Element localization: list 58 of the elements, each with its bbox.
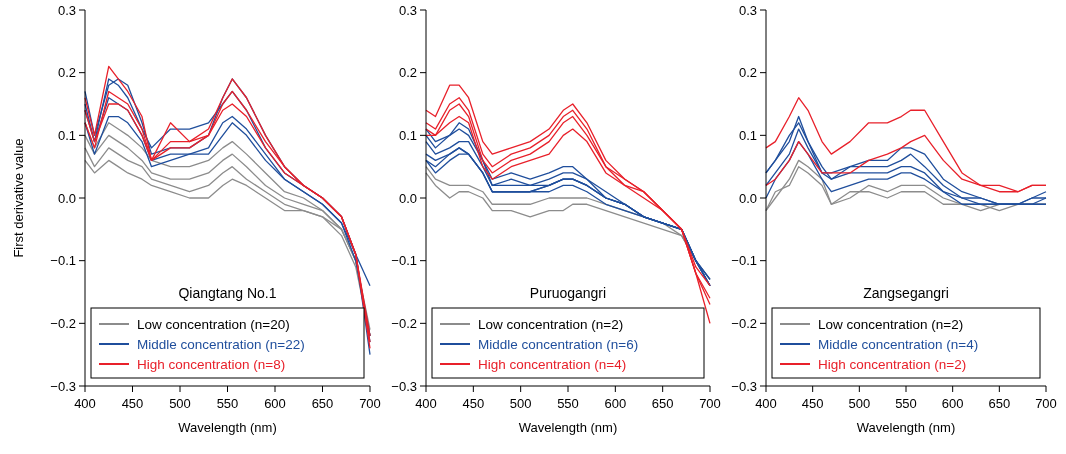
x-tick-label: 450 [121, 396, 144, 411]
x-tick-label: 500 [169, 396, 191, 411]
x-tick-label: 700 [359, 396, 381, 411]
y-tick-label: 0.3 [738, 2, 757, 18]
y-tick-label: −0.2 [391, 315, 417, 331]
y-tick-label: 0.1 [398, 127, 417, 143]
y-axis-title: First derivative value [11, 138, 26, 258]
y-tick-label: −0.2 [50, 315, 76, 331]
y-tick-label: 0.3 [398, 2, 417, 18]
x-tick-label: 550 [557, 396, 579, 411]
x-tick-label: 400 [74, 396, 96, 411]
x-tick-label: 550 [895, 396, 917, 411]
x-tick-label: 500 [509, 396, 532, 411]
legend-label: High concentration (n=8) [137, 356, 286, 372]
x-tick-label: 650 [311, 396, 334, 411]
y-tick-label: 0.1 [738, 127, 757, 143]
x-tick-label: 450 [462, 396, 485, 411]
x-tick-label: 550 [216, 396, 239, 411]
x-axis-title: Wavelength (nm) [178, 420, 277, 435]
legend-label: High concentration (n=4) [478, 356, 627, 372]
y-tick-label: 0.0 [738, 190, 757, 206]
x-tick-label: 600 [604, 396, 627, 411]
y-tick-label: −0.3 [50, 378, 76, 394]
x-tick-label: 700 [1035, 396, 1057, 411]
y-tick-label: −0.3 [391, 378, 417, 394]
legend-label: Low concentration (n=20) [137, 316, 290, 332]
x-tick-label: 650 [988, 396, 1011, 411]
y-tick-label: 0.3 [57, 2, 76, 18]
x-axis-title: Wavelength (nm) [856, 420, 956, 435]
y-tick-label: −0.1 [50, 253, 76, 269]
x-tick-label: 700 [699, 396, 721, 411]
x-axis-title: Wavelength (nm) [518, 420, 618, 435]
y-tick-label: 0.0 [398, 190, 417, 206]
y-tick-label: 0.0 [57, 190, 76, 206]
legend-label: Middle concentration (n=6) [478, 336, 639, 352]
x-tick-label: 600 [941, 396, 964, 411]
y-tick-label: −0.2 [731, 315, 757, 331]
y-tick-label: 0.1 [57, 127, 76, 143]
legend-label: High concentration (n=2) [818, 356, 967, 372]
y-tick-label: 0.2 [398, 65, 417, 81]
y-tick-label: 0.2 [738, 65, 757, 81]
x-tick-label: 400 [415, 396, 437, 411]
text: Zangsegangri [863, 285, 949, 301]
text: Qiangtang No.1 [178, 285, 277, 301]
x-tick-label: 650 [651, 396, 674, 411]
x-tick-label: 600 [264, 396, 286, 411]
legend-label: Middle concentration (n=22) [137, 336, 305, 352]
legend-label: Low concentration (n=2) [818, 316, 964, 332]
y-tick-label: −0.1 [731, 253, 757, 269]
y-tick-label: 0.2 [57, 65, 76, 81]
y-tick-label: −0.3 [731, 378, 757, 394]
x-tick-label: 500 [848, 396, 871, 411]
x-tick-label: 450 [801, 396, 824, 411]
x-tick-label: 400 [755, 396, 777, 411]
y-tick-label: −0.1 [391, 253, 417, 269]
legend-label: Low concentration (n=2) [478, 316, 624, 332]
legend-label: Middle concentration (n=4) [818, 336, 979, 352]
text: Puruogangri [529, 285, 607, 301]
